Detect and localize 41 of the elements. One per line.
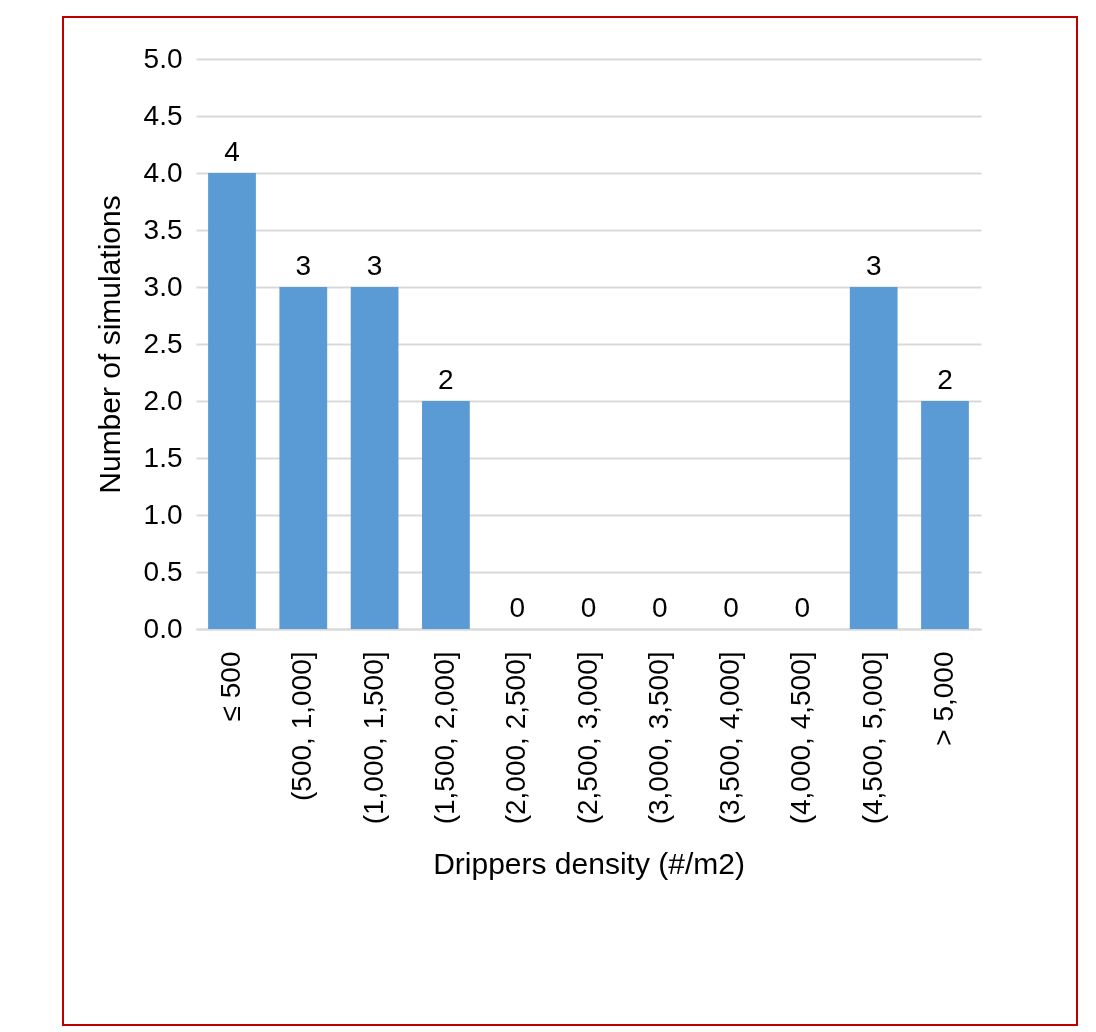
x-tick-label: (2,000, 2,500]	[500, 651, 532, 825]
y-tick-label: 2.5	[143, 327, 183, 359]
x-tick-label: (4,500, 5,000]	[856, 651, 888, 825]
data-label: 0	[723, 592, 739, 623]
bar	[422, 401, 470, 629]
y-axis-title: Number of simulations	[92, 195, 126, 494]
x-tick-label: ≤ 500	[215, 651, 247, 722]
x-tick-label: (2,500, 3,000]	[571, 651, 603, 825]
y-tick-label: 3.5	[143, 213, 183, 245]
x-axis-title: Drippers density (#/m2)	[433, 847, 745, 881]
data-label: 0	[794, 592, 811, 623]
data-label: 3	[366, 250, 383, 281]
y-tick-label: 5.0	[143, 42, 183, 74]
y-tick-label: 1.0	[143, 498, 183, 530]
bar	[279, 287, 328, 629]
x-tick-label: (3,000, 3,500]	[642, 651, 674, 825]
x-tick-label: > 5,000	[927, 651, 959, 746]
x-tick-label: (4,000, 4,500]	[785, 651, 817, 825]
x-tick-label: (1,500, 2,000]	[428, 651, 460, 825]
x-tick-label: (1,000, 1,500]	[357, 651, 389, 825]
y-tick-label: 3.0	[143, 270, 183, 302]
y-tick-label: 1.5	[143, 441, 183, 473]
x-tick-label: (3,500, 4,000]	[714, 651, 746, 825]
y-tick-label: 2.0	[143, 384, 183, 416]
data-label: 3	[865, 250, 882, 281]
data-label: 0	[652, 592, 668, 623]
y-tick-label: 0.5	[143, 555, 183, 587]
data-label: 3	[295, 250, 312, 281]
bar	[208, 173, 256, 629]
bar	[350, 287, 399, 629]
y-tick-label: 0.0	[143, 612, 183, 644]
data-label: 2	[438, 364, 454, 395]
data-label: 4	[224, 136, 240, 167]
bar	[849, 287, 898, 629]
data-label: 0	[509, 592, 525, 623]
y-tick-label: 4.5	[143, 99, 183, 131]
data-label: 0	[580, 592, 597, 623]
data-label: 2	[937, 364, 953, 395]
x-tick-label: (500, 1,000]	[286, 651, 318, 801]
y-tick-label: 4.0	[143, 156, 183, 188]
bar	[921, 401, 969, 629]
